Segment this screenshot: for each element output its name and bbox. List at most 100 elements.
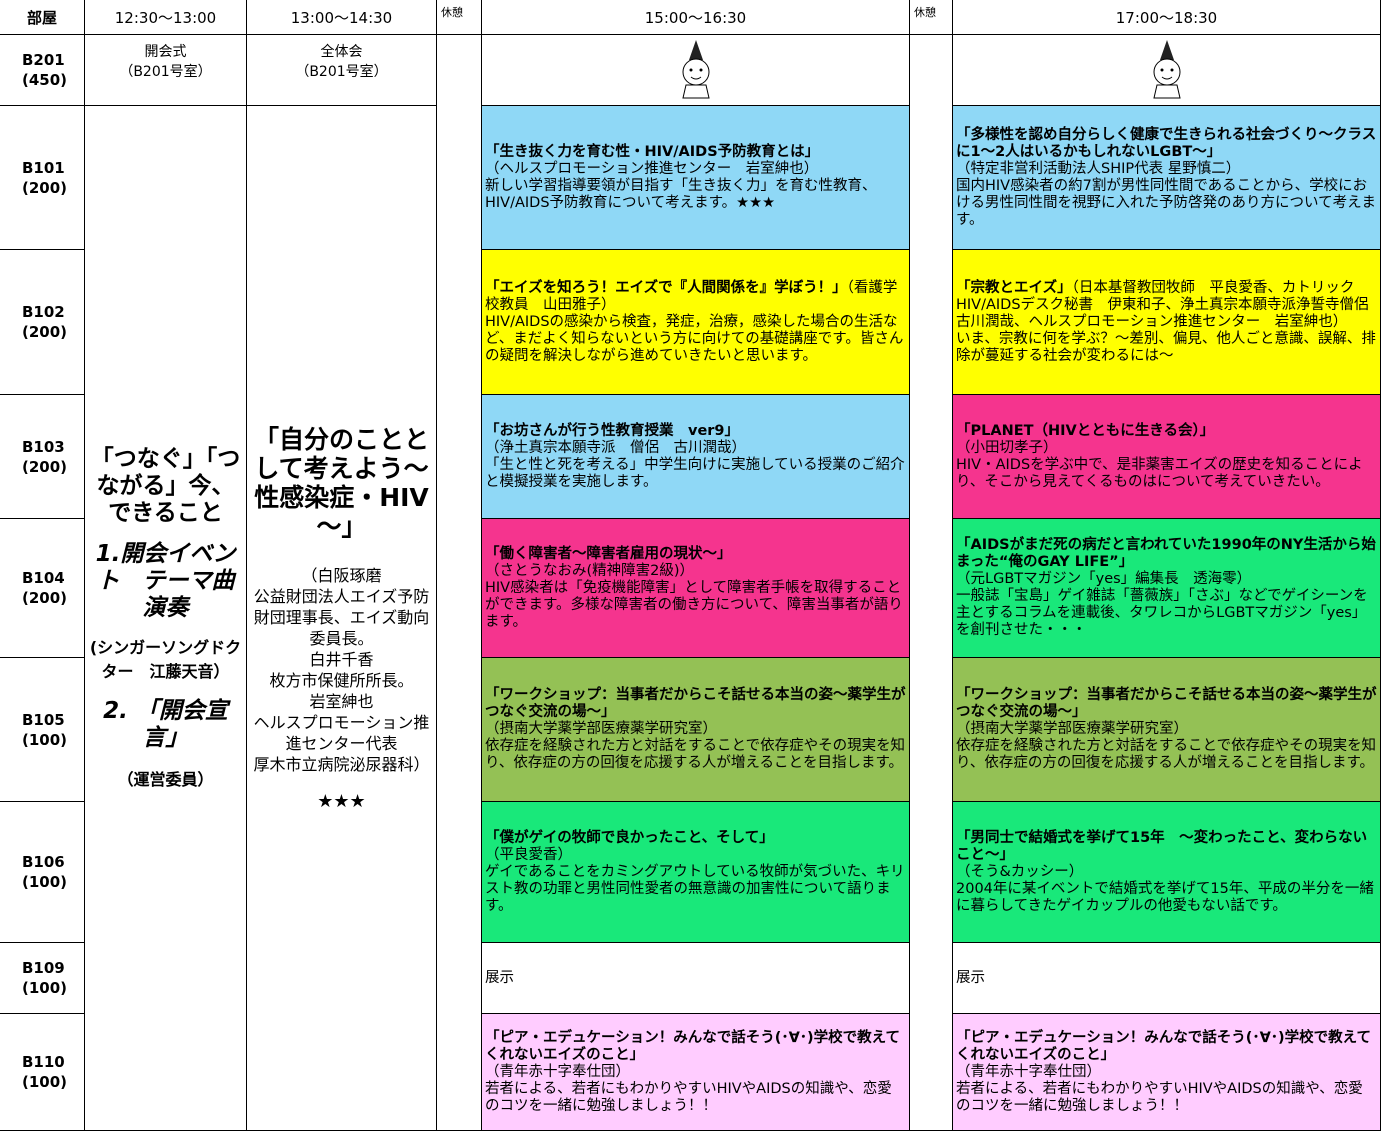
session-heading: 「男同士で結婚式を挙げて15年 ～変わったこと、変わらないこと～」 （そう&カッシ… bbox=[956, 830, 1377, 881]
session-heading: 「僕がゲイの牧師で良かったこと、そして」 （平良愛香） bbox=[485, 830, 906, 864]
session-cell: 「宗教とエイズ」（日本基督教団牧師 平良愛香、カトリックHIV/AIDSデスク秘… bbox=[953, 250, 1381, 395]
room-capacity: (100) bbox=[22, 979, 68, 997]
session-cell: 「お坊さんが行う性教育授業 ver9」 （浄土真宗本願寺派 僧侶 古川潤哉） 「生と… bbox=[482, 395, 910, 519]
session-cell: 「男同士で結婚式を挙げて15年 ～変わったこと、変わらないこと～」 （そう&カッシ… bbox=[953, 802, 1381, 943]
plenary-speaker: 厚木市立病院泌尿器科） bbox=[253, 754, 430, 774]
opening-headline: 「つなぐ」「つながる」今、できること bbox=[90, 446, 241, 526]
session-title: 「宗教とエイズ」 bbox=[956, 279, 1072, 296]
mascot bbox=[1152, 40, 1181, 99]
plenary-speaker: 公益財団法人エイズ予防財団理事長、エイズ動向委員長。 bbox=[253, 586, 430, 648]
session-title: 「AIDSがまだ死の病だと言われていた1990年のNY生活から始まった“俺のGA… bbox=[956, 537, 1376, 570]
session-title: 「お坊さんが行う性教育授業 ver9」 bbox=[485, 422, 740, 439]
session-description: いま、宗教に何を学ぶ？～差別、偏見、他人ごと意識、誤解、排除が蔓延する社会が変わ… bbox=[956, 330, 1376, 364]
header-label: 15:00～16:30 bbox=[644, 8, 747, 27]
opening-header: 開会式 （B201号室） bbox=[85, 35, 247, 106]
room-capacity: (100) bbox=[22, 1073, 68, 1091]
opening-body: 「つなぐ」「つながる」今、できること 1.開会イベント テーマ曲演奏 (シンガーソン… bbox=[85, 106, 247, 1131]
header-label: 12:30～13:00 bbox=[114, 8, 217, 27]
session-presenter: （そう&カッシー） bbox=[956, 863, 1084, 880]
session-title: 「多様性を認め自分らしく健康で生きられる社会づくり～クラスに1～2人はいるかもし… bbox=[956, 126, 1377, 160]
session-presenter: （青年赤十字奉仕団） bbox=[485, 1063, 630, 1080]
session-description: HIV・AIDSを学ぶ中で、是非薬害エイズの歴史を知ることにより、そこから見えて… bbox=[956, 456, 1363, 490]
session-description: 国内HIV感染者の約7割が男性同性間であることから、学校における男性同性間を視野… bbox=[956, 177, 1377, 228]
plenary-speaker: （白阪琢磨 bbox=[301, 565, 382, 585]
session-heading: 「働く障害者～障害者雇用の現状～」 （さとうなおみ(精神障害2級)） bbox=[485, 546, 906, 580]
session-heading: 展示 bbox=[485, 970, 906, 987]
room-capacity: (100) bbox=[22, 730, 68, 749]
room-name: B109 bbox=[22, 959, 65, 977]
session-description: HIV感染者は「免疫機能障害」として障害者手帳を取得することができます。多様な障… bbox=[485, 579, 903, 630]
plenary-header: 全体会 （B201号室） bbox=[247, 35, 437, 106]
session-title: 「ピア・エデュケーション！みんなで話そう(･∀･)学校で教えてくれないエイズのこ… bbox=[956, 1029, 1371, 1063]
session-description: 依存症を経験された方と対話をすることで依存症やその現実を知り、依存症の方の回復を… bbox=[485, 738, 906, 771]
session-presenter: （看護学校教員 山田雅子） bbox=[485, 279, 898, 313]
header-label: 17:00～18:30 bbox=[1115, 8, 1218, 27]
session-cell: 「生き抜く力を育む性・HIV/AIDS予防教育とは」 （ヘルスプロモーション推進セ… bbox=[482, 106, 910, 250]
header-label: 13:00～14:30 bbox=[290, 8, 393, 27]
opening-host: （運営委員） bbox=[117, 770, 214, 789]
opening-event1: 1.開会イベント テーマ曲演奏 bbox=[95, 541, 236, 621]
header-cell: 17:00～18:30 bbox=[953, 0, 1381, 35]
session-title: 「ワークショップ：当事者だからこそ話せる本当の姿～薬学生がつなぐ交流の場～」 bbox=[485, 687, 906, 720]
plenary-rating: ★★★ bbox=[317, 790, 366, 812]
header-cell: 部屋 bbox=[0, 0, 85, 35]
plenary-name: 全体会 bbox=[320, 44, 363, 60]
opening-name: 開会式 bbox=[144, 44, 187, 60]
session-presenter: （平良愛香） bbox=[485, 846, 572, 863]
session-description: 一般誌「宝島」ゲイ雑誌「薔薇族」「さぶ」などでゲイシーンを主とするコラムを連載後… bbox=[956, 588, 1368, 638]
room-cell: B105 (100) bbox=[0, 658, 85, 802]
room-capacity: (200) bbox=[22, 178, 68, 197]
room-name: B105 bbox=[22, 710, 65, 729]
session-cell: 「僕がゲイの牧師で良かったこと、そして」 （平良愛香） ゲイであることをカミングアウ… bbox=[482, 802, 910, 943]
header-cell: 休憩 bbox=[910, 0, 953, 35]
session-cell: 「ワークショップ：当事者だからこそ話せる本当の姿～薬学生がつなぐ交流の場～」 （摂… bbox=[953, 658, 1381, 802]
session-heading: 「ピア・エデュケーション！みんなで話そう(･∀･)学校で教えてくれないエイズのこ… bbox=[485, 1030, 906, 1081]
mascot-cell bbox=[482, 35, 910, 106]
room-cell: B101 (200) bbox=[0, 106, 85, 250]
plenary-theme: 「自分のこととして考えよう～性感染症・HIV～」 bbox=[253, 424, 429, 541]
header-label: 休憩 bbox=[914, 6, 936, 19]
session-presenter: （青年赤十字奉仕団） bbox=[956, 1063, 1101, 1080]
header-cell: 13:00～14:30 bbox=[247, 0, 437, 35]
session-cell: 展示 bbox=[482, 943, 910, 1014]
session-title: 「生き抜く力を育む性・HIV/AIDS予防教育とは」 bbox=[485, 143, 820, 160]
room-name: B110 bbox=[22, 1053, 65, 1071]
session-title: 「僕がゲイの牧師で良かったこと、そして」 bbox=[485, 829, 774, 846]
header-label: 休憩 bbox=[441, 6, 463, 19]
room-name: B201 bbox=[22, 51, 65, 69]
session-description: 若者による、若者にもわかりやすいHIVやAIDSの知識や、恋愛のコツを一緒に勉強… bbox=[956, 1080, 1363, 1114]
plenary-speaker: ヘルスプロモーション推進センター代表 bbox=[253, 712, 430, 753]
plenary-speaker: 白井千香 bbox=[309, 649, 374, 669]
session-heading: 「お坊さんが行う性教育授業 ver9」 （浄土真宗本願寺派 僧侶 古川潤哉） bbox=[485, 423, 906, 457]
session-title: 「エイズを知ろう！エイズで『人間関係を』学ぼう！」 bbox=[485, 279, 847, 296]
room-name: B104 bbox=[22, 569, 65, 587]
room-name: B106 bbox=[22, 853, 65, 871]
header-cell: 12:30～13:00 bbox=[85, 0, 247, 35]
session-cell: 「ワークショップ：当事者だからこそ話せる本当の姿～薬学生がつなぐ交流の場～」 （摂… bbox=[482, 658, 910, 802]
session-heading: 展示 bbox=[956, 970, 1377, 987]
session-presenter: （摂南大学薬学部医療薬学研究室） bbox=[485, 721, 717, 737]
opening-place: （B201号室） bbox=[119, 64, 212, 80]
session-description: 新しい学習指導要領が目指す「生き抜く力」を育む性教育、HIV/AIDS予防教育に… bbox=[485, 177, 877, 211]
session-cell: 「ピア・エデュケーション！みんなで話そう(･∀･)学校で教えてくれないエイズのこ… bbox=[482, 1014, 910, 1131]
session-title: 展示 bbox=[956, 969, 985, 986]
session-presenter: （ヘルスプロモーション推進センター 岩室紳也） bbox=[485, 160, 819, 177]
room-cell: B110 (100) bbox=[0, 1014, 85, 1131]
session-description: 2004年に某イベントで結婚式を挙げて15年、平成の半分を一緒に暮らしてきたゲイ… bbox=[956, 880, 1374, 914]
header-cell: 休憩 bbox=[437, 0, 482, 35]
room-cell: B103 (200) bbox=[0, 395, 85, 519]
room-capacity: (450) bbox=[22, 71, 68, 89]
plenary-place: （B201号室） bbox=[295, 64, 388, 80]
session-title: 展示 bbox=[485, 969, 514, 986]
header-label: 部屋 bbox=[26, 8, 57, 27]
session-description: 依存症を経験された方と対話をすることで依存症やその現実を知り、依存症の方の回復を… bbox=[956, 738, 1377, 771]
room-cell: B102 (200) bbox=[0, 250, 85, 395]
session-title: 「ワークショップ：当事者だからこそ話せる本当の姿～薬学生がつなぐ交流の場～」 bbox=[956, 687, 1377, 720]
room-capacity: (200) bbox=[22, 457, 68, 476]
room-cell: B104 (200) bbox=[0, 519, 85, 658]
break-column bbox=[437, 35, 482, 1131]
session-heading: 「生き抜く力を育む性・HIV/AIDS予防教育とは」 （ヘルスプロモーション推進セ… bbox=[485, 144, 906, 178]
session-cell: 「エイズを知ろう！エイズで『人間関係を』学ぼう！」（看護学校教員 山田雅子） HI… bbox=[482, 250, 910, 395]
session-heading: 「宗教とエイズ」（日本基督教団牧師 平良愛香、カトリックHIV/AIDSデスク秘… bbox=[956, 279, 1380, 331]
room-capacity: (200) bbox=[22, 589, 68, 607]
